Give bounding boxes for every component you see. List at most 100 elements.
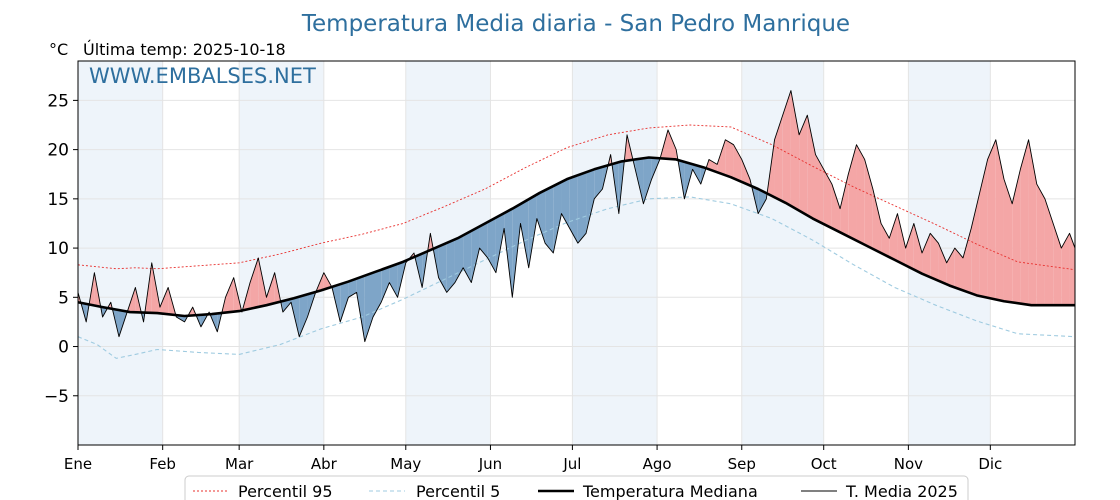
x-tick-label: Feb <box>149 455 176 473</box>
fill-above-median <box>840 174 849 237</box>
fill-above-median <box>946 248 955 288</box>
fill-above-median <box>823 169 832 229</box>
fill-above-median <box>995 139 1004 302</box>
fill-above-median <box>889 213 898 262</box>
fill-above-median <box>979 159 988 298</box>
fill-above-median <box>881 223 890 258</box>
x-tick-label: Ene <box>64 455 92 473</box>
fill-above-median <box>848 144 857 241</box>
y-tick-label: 5 <box>58 288 69 308</box>
month-stripe <box>78 61 163 445</box>
fill-above-median <box>1012 169 1021 304</box>
fill-below-median <box>446 239 455 293</box>
fill-above-median <box>725 139 734 179</box>
x-tick-label: Abr <box>311 455 338 473</box>
series-line-p5 <box>77 196 1076 359</box>
fill-below-median <box>512 203 521 298</box>
fill-above-median <box>782 90 791 206</box>
fill-below-median <box>356 275 365 342</box>
fill-below-median <box>561 178 570 229</box>
fill-below-median <box>438 242 447 293</box>
unit-label: °C <box>49 40 68 59</box>
fill-above-median <box>872 189 882 253</box>
month-stripe <box>239 61 324 445</box>
y-tick-label: 0 <box>58 338 69 358</box>
fill-above-median <box>1020 139 1029 305</box>
legend-label-median: Temperatura Mediana <box>582 482 758 500</box>
fill-below-median <box>520 199 529 268</box>
fill-below-median <box>545 186 554 253</box>
x-tick-label: Ago <box>643 455 672 473</box>
y-tick-label: 25 <box>47 91 69 111</box>
fill-below-median <box>504 208 513 298</box>
fill-above-median <box>815 154 824 225</box>
legend-box <box>184 475 969 500</box>
fill-below-median <box>528 194 537 268</box>
y-tick-label: 20 <box>47 141 69 161</box>
fill-above-median <box>938 243 947 285</box>
anomaly-fills <box>78 90 1075 342</box>
fill-below-median <box>536 190 546 244</box>
fill-above-median <box>1044 198 1054 306</box>
fill-below-median <box>389 263 398 298</box>
series-line-median <box>77 156 1075 318</box>
x-axis: Ene Feb Mar Abr May Jun Jul Ago Sep Oct Nov Dic <box>64 445 1002 473</box>
fill-below-median <box>381 266 390 303</box>
fill-below-median <box>299 294 308 337</box>
fill-above-median <box>856 144 865 245</box>
fill-above-median <box>1053 223 1062 306</box>
fill-above-median <box>799 115 808 216</box>
watermark: WWW.EMBALSES.NET <box>89 64 316 88</box>
month-stripe <box>572 61 658 445</box>
fill-below-median <box>643 157 652 204</box>
fill-below-median <box>463 230 472 283</box>
y-tick-label: −5 <box>44 387 69 407</box>
last-update-label: Última temp: 2025-10-18 <box>83 40 286 59</box>
fill-above-median <box>225 277 234 313</box>
month-stripes <box>78 61 991 445</box>
y-tick-label: 10 <box>47 239 69 259</box>
fill-below-median <box>282 298 292 313</box>
fill-below-median <box>569 175 578 244</box>
fill-above-median <box>1003 179 1013 303</box>
x-tick-label: Sep <box>728 455 756 473</box>
series-line-current <box>77 90 1076 343</box>
fill-below-median <box>348 278 357 298</box>
fill-below-median <box>635 158 644 204</box>
fill-below-median <box>487 217 496 273</box>
plot-frame <box>77 60 1076 446</box>
x-tick-label: Oct <box>811 455 837 473</box>
fill-above-median <box>1061 233 1070 306</box>
fill-above-median <box>831 184 841 233</box>
fill-below-median <box>364 272 374 342</box>
series-lines <box>77 90 1076 359</box>
fill-above-median <box>266 272 275 306</box>
fill-below-median <box>495 213 505 273</box>
legend: Percentil 95 Percentil 5 Temperatura Media… <box>184 475 969 500</box>
fill-above-median <box>930 233 939 281</box>
x-tick-label: Jul <box>562 455 581 473</box>
fill-above-median <box>159 287 169 315</box>
legend-label-p5: Percentil 5 <box>416 482 500 500</box>
fill-above-median <box>987 139 996 300</box>
fill-below-median <box>758 189 767 214</box>
fill-below-median <box>553 181 562 253</box>
x-tick-label: Jun <box>478 455 502 473</box>
x-tick-label: Nov <box>894 455 923 473</box>
fill-above-median <box>1028 139 1037 306</box>
legend-label-current: T. Media 2025 <box>845 482 958 500</box>
fill-below-median <box>684 161 693 199</box>
chart-title: Temperatura Media diaria - San Pedro Man… <box>301 11 850 37</box>
fill-above-median <box>807 115 816 220</box>
y-axis: −5 0 5 10 15 20 25 <box>44 91 78 407</box>
x-tick-label: Mar <box>225 455 254 473</box>
fill-above-median <box>668 129 677 160</box>
fill-above-median <box>774 115 783 202</box>
fill-below-median <box>479 221 488 258</box>
legend-label-p95: Percentil 95 <box>238 482 333 500</box>
fill-above-median <box>790 90 800 211</box>
fill-above-median <box>258 257 267 307</box>
x-tick-label: May <box>390 455 421 473</box>
fill-above-median <box>897 213 906 266</box>
